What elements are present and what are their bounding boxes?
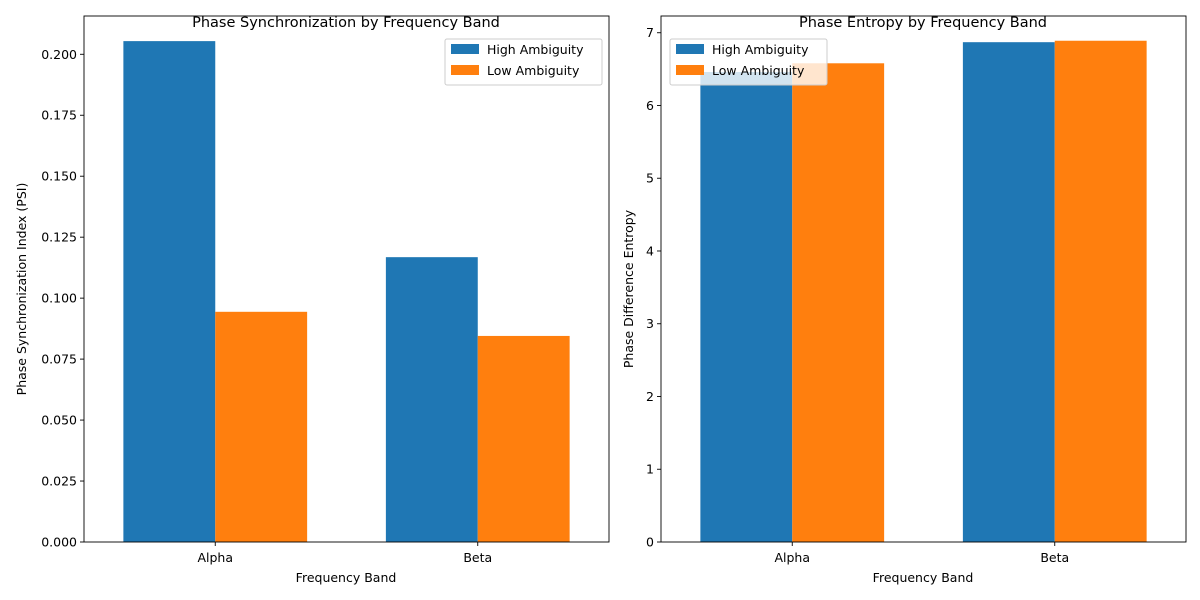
y-tick-label: 0.050 (41, 413, 77, 428)
y-axis-label: Phase Synchronization Index (PSI) (14, 183, 29, 396)
bar-high-ambiguity-alpha (123, 41, 216, 543)
legend-label: High Ambiguity (712, 42, 809, 57)
legend: High Ambiguity Low Ambiguity (669, 38, 828, 86)
legend-label: Low Ambiguity (712, 63, 805, 78)
bar-low-ambiguity-beta (477, 335, 570, 542)
y-tick-label: 0.125 (41, 230, 77, 245)
chart-entropy: Phase Entropy by Frequency Band 0 1 2 3 4 5 6 7… (621, 15, 1187, 585)
y-tick-label: 0 (646, 535, 654, 550)
axes-frame (660, 15, 1187, 543)
y-tick-label: 7 (646, 25, 654, 40)
y-tick-label: 2 (646, 389, 654, 404)
x-tick-label: Alpha (774, 550, 810, 565)
legend: High Ambiguity Low Ambiguity (444, 38, 603, 86)
x-axis-label: Frequency Band (873, 570, 974, 585)
axes-frame (83, 15, 610, 543)
chart-title: Phase Synchronization by Frequency Band (192, 15, 500, 31)
legend-box (669, 38, 828, 86)
y-tick-label: 0.025 (41, 474, 77, 489)
y-tick-label: 5 (646, 171, 654, 186)
x-tick-label: Beta (1040, 550, 1069, 565)
bar-high-ambiguity-beta (385, 257, 478, 542)
x-tick-label: Beta (463, 550, 492, 565)
legend-swatch-high-ambiguity (676, 44, 704, 54)
y-tick-label: 0.175 (41, 108, 77, 123)
x-axis-label: Frequency Band (296, 570, 397, 585)
plot-area: 0.000 0.025 0.050 0.075 0.100 0.125 0.150 0.175… (41, 15, 610, 565)
legend-box (444, 38, 603, 86)
y-tick-label: 0.150 (41, 169, 77, 184)
y-tick-label: 4 (646, 243, 654, 258)
bar-high-ambiguity-beta (962, 42, 1055, 542)
y-tick-label: 3 (646, 316, 654, 331)
bar-low-ambiguity-alpha (215, 311, 308, 542)
x-tick-label: Alpha (197, 550, 233, 565)
bar-low-ambiguity-beta (1054, 40, 1147, 543)
chart-psi: Phase Synchronization by Frequency Band … (14, 15, 610, 585)
plot-area: 0 1 2 3 4 5 6 7 Alpha Beta High Ambiguity Low Ambig… (646, 15, 1187, 565)
legend-swatch-high-ambiguity (451, 44, 479, 54)
y-tick-label: 0.100 (41, 291, 77, 306)
y-tick-label: 0.000 (41, 535, 77, 550)
y-tick-label: 0.200 (41, 47, 77, 62)
y-tick-label: 6 (646, 98, 654, 113)
y-axis-label: Phase Difference Entropy (621, 209, 636, 368)
chart-title: Phase Entropy by Frequency Band (799, 15, 1047, 31)
bar-low-ambiguity-alpha (792, 63, 885, 542)
y-tick-label: 0.075 (41, 352, 77, 367)
legend-swatch-low-ambiguity (451, 65, 479, 75)
bar-high-ambiguity-alpha (700, 72, 793, 543)
legend-label: Low Ambiguity (487, 63, 580, 78)
y-tick-label: 1 (646, 462, 654, 477)
legend-label: High Ambiguity (487, 42, 584, 57)
legend-swatch-low-ambiguity (676, 65, 704, 75)
